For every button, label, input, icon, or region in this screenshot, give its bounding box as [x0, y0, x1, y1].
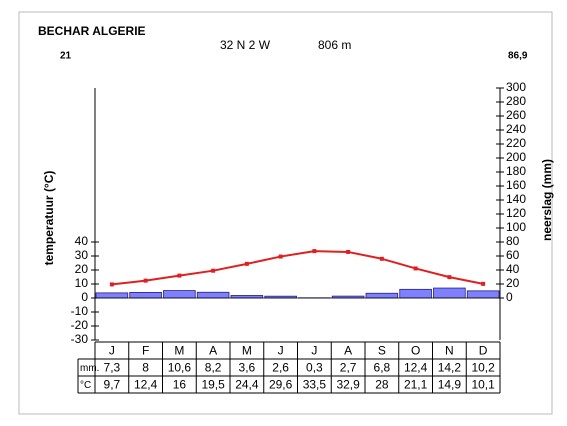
y-tick-label: -20	[71, 318, 89, 332]
table-cell: 3,6	[239, 361, 256, 375]
table-cell: 6,8	[374, 361, 391, 375]
x-tick-label: A	[344, 344, 352, 358]
y-tick-label: 20	[75, 262, 89, 276]
y2-tick-label: 200	[506, 150, 526, 164]
x-tick-label: A	[209, 344, 217, 358]
x-tick-label: F	[142, 344, 149, 358]
x-tick-label: M	[174, 344, 184, 358]
y2-tick-label: 220	[506, 136, 526, 150]
line	[111, 250, 484, 286]
y-axis-label: temperatuur (°C)	[42, 171, 56, 266]
bar	[129, 291, 162, 299]
table-cell: 14,2	[438, 361, 462, 375]
bar	[399, 288, 432, 299]
table-cell: 8	[142, 361, 149, 375]
marker	[481, 281, 486, 286]
annotation: 806 m	[318, 38, 351, 52]
x-tick-label: S	[378, 344, 386, 358]
marker	[109, 282, 114, 287]
y-tick-label: 30	[75, 248, 89, 262]
table-cell: 0,3	[306, 361, 323, 375]
table-cell: 16	[173, 378, 187, 392]
table-cell: 10,6	[168, 361, 192, 375]
marker	[312, 249, 317, 254]
y2-tick-label: 240	[506, 122, 526, 136]
y-tick-label: -10	[71, 304, 89, 318]
table-cell: 32,9	[336, 378, 360, 392]
y2-tick-label: 160	[506, 178, 526, 192]
marker	[278, 254, 283, 259]
bar	[466, 290, 500, 299]
x-tick-label: O	[411, 344, 420, 358]
table-cell: 12,4	[404, 361, 428, 375]
marker	[447, 275, 452, 280]
y2-tick-label: 100	[506, 220, 526, 234]
y-tick-label: 10	[75, 276, 89, 290]
x-tick-label: J	[311, 344, 317, 358]
table-cell: 14,9	[438, 378, 462, 392]
table-cell: 21,1	[404, 378, 428, 392]
annotation: 86,9	[508, 51, 528, 62]
table-cell: 12,4	[134, 378, 158, 392]
annotation: 32 N 2 W	[220, 38, 271, 52]
marker	[143, 278, 148, 283]
table-cell: 8,2	[205, 361, 222, 375]
marker	[379, 256, 384, 261]
table-cell: 2,6	[272, 361, 289, 375]
y2-tick-label: 20	[506, 276, 520, 290]
bar	[196, 291, 230, 299]
frame	[18, 11, 553, 415]
x-tick-label: D	[479, 344, 488, 358]
table-cell: 10,2	[471, 361, 495, 375]
y2-tick-label: 180	[506, 164, 526, 178]
table-cell: 9,7	[104, 378, 121, 392]
bar	[365, 292, 399, 299]
annotation: 21	[60, 51, 72, 62]
y2-tick-label: 0	[506, 290, 513, 304]
table-cell: 24,4	[235, 378, 259, 392]
table-cell: 29,6	[269, 378, 293, 392]
table-cell: 10,1	[471, 378, 495, 392]
y2-tick-label: 40	[506, 262, 520, 276]
y-tick-label: 40	[75, 234, 89, 248]
y2-tick-label: 140	[506, 192, 526, 206]
y2-tick-label: 60	[506, 248, 520, 262]
marker	[346, 249, 351, 254]
y2-tick-label: 80	[506, 234, 520, 248]
y2-tick-label: 280	[506, 94, 526, 108]
table-cell: 28	[375, 378, 389, 392]
marker	[244, 261, 249, 266]
chart-title: BECHAR ALGERIE	[38, 24, 146, 38]
marker	[413, 266, 418, 271]
legend-label: mm.	[80, 363, 99, 374]
x-tick-label: N	[445, 344, 454, 358]
y-tick-label: 0	[81, 290, 88, 304]
marker	[177, 273, 182, 278]
y2-tick-label: 120	[506, 206, 526, 220]
y2-tick-label: 260	[506, 108, 526, 122]
y2-axis-label: neerslag (mm)	[540, 159, 554, 241]
legend-label: °C	[80, 380, 91, 391]
bar	[433, 287, 466, 299]
bar	[163, 290, 196, 299]
table-cell: 2,7	[340, 361, 357, 375]
bar	[95, 292, 129, 299]
x-tick-label: J	[278, 344, 284, 358]
y-tick-label: -30	[71, 332, 89, 346]
marker	[211, 268, 216, 273]
y2-tick-label: 300	[506, 80, 526, 94]
x-tick-label: M	[242, 344, 252, 358]
table-cell: 19,5	[201, 378, 225, 392]
table-cell: 7,3	[104, 361, 121, 375]
x-tick-label: J	[109, 344, 115, 358]
table-cell: 33,5	[303, 378, 327, 392]
